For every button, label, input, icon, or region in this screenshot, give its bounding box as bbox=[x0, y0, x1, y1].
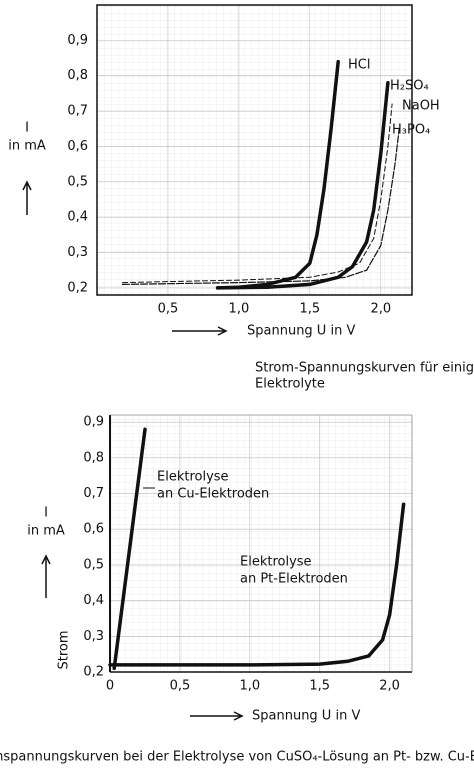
y-arrow bbox=[22, 180, 32, 215]
y-arrow bbox=[41, 554, 51, 598]
x-tick-label: 1,0 bbox=[229, 302, 250, 317]
y-axis-unit: in mA bbox=[27, 524, 65, 539]
y-tick-label: 0,2 bbox=[67, 280, 88, 295]
annotation: an Pt-Elektroden bbox=[240, 572, 348, 587]
y-tick-label: 0,7 bbox=[67, 104, 88, 119]
y-axis-label: I bbox=[25, 121, 29, 136]
y-axis-label: I bbox=[44, 506, 48, 521]
series-line bbox=[112, 427, 147, 671]
annotation: an Cu-Elektroden bbox=[157, 487, 269, 502]
y-tick-label: 0,7 bbox=[83, 486, 104, 501]
x-tick-label: 2,0 bbox=[379, 679, 400, 694]
caption: Strom-Spannungskurven für einige bbox=[255, 361, 474, 376]
y-side-label: Strom bbox=[57, 630, 72, 669]
y-tick-label: 0,6 bbox=[83, 522, 104, 537]
y-axis-unit: in mA bbox=[8, 139, 46, 154]
x-tick-label: 0,5 bbox=[170, 679, 191, 694]
x-tick-label: 1,5 bbox=[299, 302, 320, 317]
caption: Stromspannungskurven bei der Elektrolyse… bbox=[0, 750, 474, 765]
y-tick-label: 0,6 bbox=[67, 139, 88, 154]
y-tick-label: 0,3 bbox=[83, 629, 104, 644]
x-tick-label: 1,0 bbox=[239, 679, 260, 694]
series-line bbox=[121, 128, 400, 285]
series-line bbox=[108, 502, 406, 667]
plot-paper bbox=[110, 415, 412, 672]
y-tick-label: 0,9 bbox=[67, 33, 88, 48]
x-tick-label: 2,0 bbox=[370, 302, 391, 317]
caption: Elektrolyte bbox=[255, 377, 325, 392]
series-label: HCl bbox=[348, 58, 370, 73]
y-tick-label: 0,8 bbox=[83, 450, 104, 465]
y-tick-label: 0,3 bbox=[67, 245, 88, 260]
series-line bbox=[215, 81, 390, 290]
y-tick-label: 0,9 bbox=[83, 415, 104, 430]
y-tick-label: 0,8 bbox=[67, 68, 88, 83]
series-line bbox=[122, 103, 393, 284]
annotation: Elektrolyse bbox=[240, 555, 312, 570]
x-axis-label: Spannung U in V bbox=[247, 324, 355, 339]
y-tick-label: 0,2 bbox=[83, 665, 104, 680]
y-tick-label: 0,5 bbox=[67, 174, 88, 189]
x-axis-label: Spannung U in V bbox=[252, 709, 360, 724]
plot-paper bbox=[97, 5, 412, 295]
x-arrow bbox=[172, 326, 228, 336]
plot-frame bbox=[96, 4, 413, 296]
y-tick-label: 0,4 bbox=[67, 210, 88, 225]
y-tick-label: 0,4 bbox=[83, 593, 104, 608]
series-label: H₃PO₄ bbox=[392, 123, 430, 138]
x-tick-label: 0 bbox=[106, 679, 114, 694]
series-label: NaOH bbox=[402, 99, 440, 114]
series-label: H₂SO₄ bbox=[390, 79, 429, 94]
annotation: Elektrolyse bbox=[157, 470, 229, 485]
x-tick-label: 0,5 bbox=[158, 302, 179, 317]
y-tick-label: 0,5 bbox=[83, 557, 104, 572]
x-arrow bbox=[190, 711, 244, 721]
x-tick-label: 1,5 bbox=[309, 679, 330, 694]
